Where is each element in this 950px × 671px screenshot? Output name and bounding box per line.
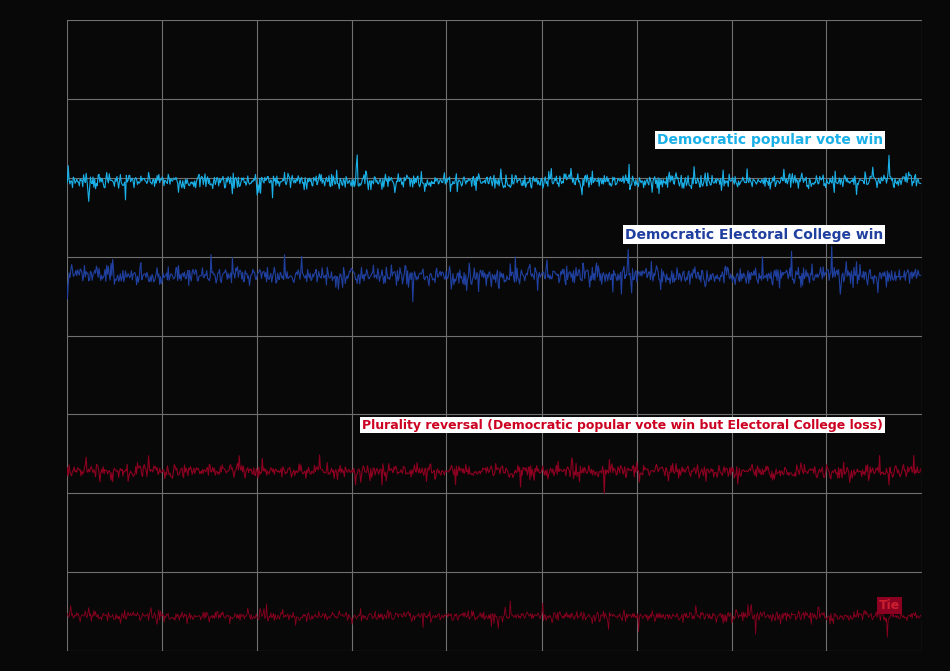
Text: Democratic popular vote win: Democratic popular vote win: [656, 133, 884, 147]
Text: Democratic Electoral College win: Democratic Electoral College win: [625, 227, 884, 242]
Text: Plurality reversal (Democratic popular vote win but Electoral College loss): Plurality reversal (Democratic popular v…: [362, 419, 884, 431]
Text: Tie: Tie: [879, 599, 901, 612]
